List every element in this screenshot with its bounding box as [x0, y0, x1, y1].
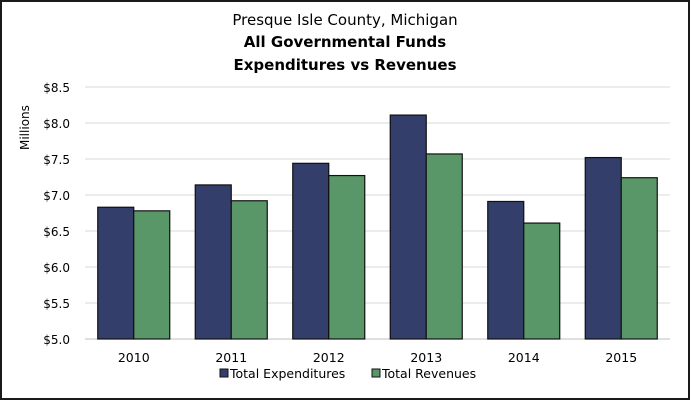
y-tick-label: $6.0 [43, 261, 70, 275]
y-tick-label: $5.0 [43, 333, 70, 347]
y-tick-label: $8.5 [43, 81, 70, 95]
y-tick-label: $6.5 [43, 225, 70, 239]
chart-title: Presque Isle County, Michigan [232, 11, 458, 29]
legend-swatch-revenues [371, 368, 381, 378]
chart-subtitle-2: Expenditures vs Revenues [233, 56, 457, 74]
y-tick-label: $7.0 [43, 189, 70, 203]
bar-total-revenues-2012 [328, 174, 366, 340]
y-tick-label: $8.0 [43, 117, 70, 131]
legend-label-expenditures: Total Expenditures [229, 366, 345, 381]
bar-total-revenues-2010 [133, 210, 171, 340]
bar-total-expenditures-2014 [487, 200, 525, 340]
bar-total-expenditures-2011 [194, 184, 232, 340]
legend-swatch-expenditures [219, 368, 229, 378]
bar-total-revenues-2014 [523, 222, 561, 340]
y-tick-label: $5.5 [43, 297, 70, 311]
bar-total-revenues-2013 [425, 153, 463, 340]
chart-subtitle-1: All Governmental Funds [243, 33, 447, 51]
bar-total-revenues-2015 [620, 177, 658, 340]
x-tick-label: 2010 [118, 350, 150, 365]
y-tick-label: $7.5 [43, 153, 70, 167]
bar-total-revenues-2011 [230, 200, 268, 340]
x-tick-label: 2011 [215, 350, 247, 365]
bar-total-expenditures-2013 [389, 114, 427, 340]
bar-total-expenditures-2012 [292, 162, 330, 340]
x-tick-label: 2014 [508, 350, 540, 365]
legend-label-revenues: Total Revenues [381, 366, 476, 381]
bar-total-expenditures-2010 [97, 206, 135, 340]
x-tick-label: 2012 [313, 350, 345, 365]
x-tick-label: 2013 [410, 350, 442, 365]
bar-total-expenditures-2015 [584, 156, 622, 340]
x-tick-label: 2015 [605, 350, 637, 365]
